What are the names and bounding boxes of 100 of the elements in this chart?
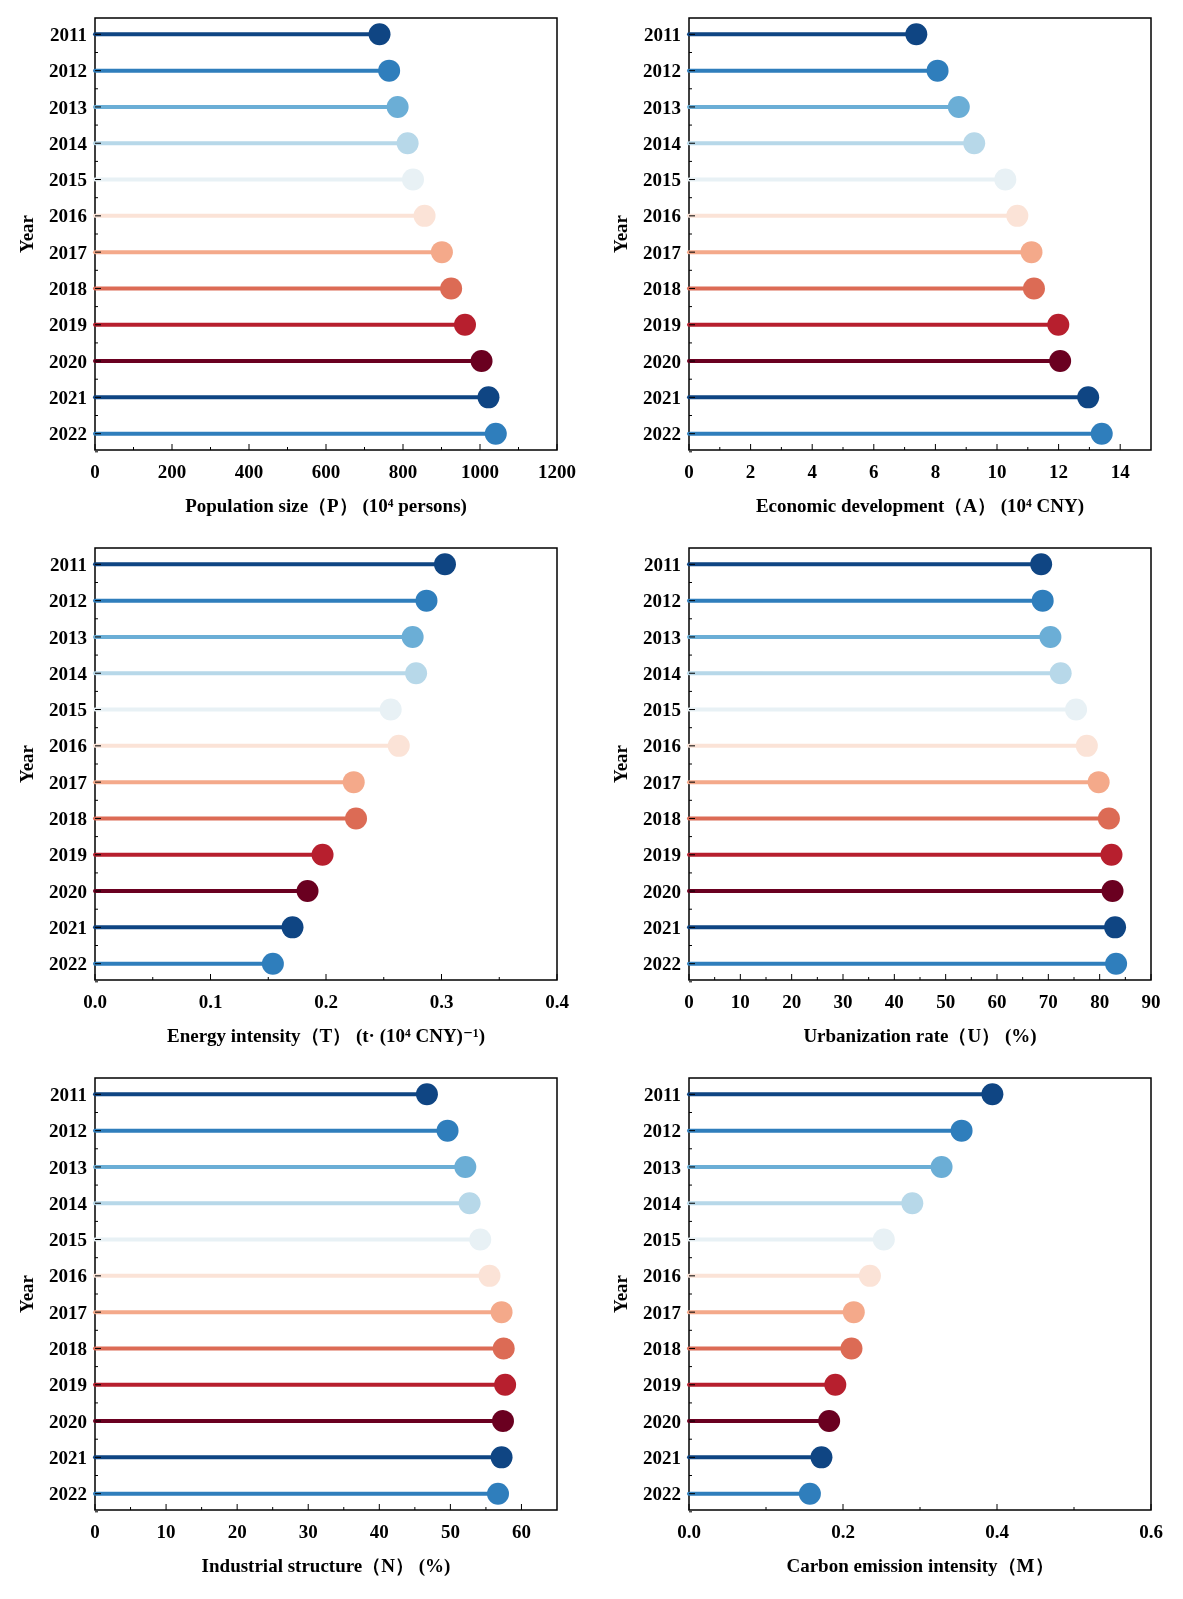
x-tick-label: 60 [511, 1521, 531, 1542]
y-axis-title: Year [610, 1274, 631, 1313]
x-tick-label: 0.1 [198, 991, 223, 1012]
point [810, 1446, 833, 1469]
y-tick-label: 2012 [643, 60, 681, 82]
point [842, 1301, 865, 1324]
x-tick-label: 20 [782, 991, 802, 1012]
point [1039, 625, 1062, 648]
y-tick-label: 2016 [49, 1265, 87, 1287]
point [378, 59, 401, 82]
point [1104, 916, 1127, 939]
y-tick-label: 2013 [49, 96, 87, 118]
x-tick-label: 40 [884, 991, 904, 1012]
point [1105, 952, 1128, 975]
point [396, 132, 419, 155]
point [490, 1301, 513, 1324]
y-tick-label: 2020 [49, 350, 87, 372]
point [454, 1155, 477, 1178]
point [387, 734, 410, 757]
y-tick-label: 2014 [49, 1192, 88, 1214]
point [858, 1264, 881, 1287]
point [1030, 553, 1053, 576]
point [440, 277, 463, 300]
y-tick-label: 2019 [49, 844, 87, 866]
y-tick-label: 2016 [643, 1265, 681, 1287]
y-tick-label: 2020 [643, 1410, 681, 1432]
point [433, 553, 456, 576]
y-tick-label: 2014 [49, 132, 88, 154]
y-tick-label: 2022 [643, 1483, 681, 1505]
x-axis-title: Urbanization rate（U） (%) [803, 1025, 1037, 1047]
y-tick-label: 2017 [643, 771, 682, 793]
y-tick-label: 2018 [643, 808, 681, 830]
x-tick-label: 10 [987, 461, 1007, 482]
point [1049, 350, 1072, 373]
point [824, 1373, 847, 1396]
y-tick-label: 2011 [50, 1083, 87, 1105]
point [491, 1410, 514, 1433]
point [1031, 589, 1054, 612]
y-tick-label: 2022 [643, 953, 681, 975]
point [484, 422, 507, 445]
y-tick-label: 2018 [49, 808, 87, 830]
y-axis-title: Year [610, 214, 631, 253]
point [905, 23, 928, 46]
y-tick-label: 2018 [643, 278, 681, 300]
x-tick-label: 50 [936, 991, 956, 1012]
x-axis-title: Energy intensity（T） (t· (10⁴ CNY)⁻¹) [166, 1025, 486, 1047]
point [950, 1119, 973, 1142]
x-axis-title: Industrial structure（N） (%) [201, 1555, 451, 1577]
y-tick-label: 2022 [49, 1483, 87, 1505]
point [342, 771, 365, 794]
point [415, 1083, 438, 1106]
y-tick-label: 2017 [643, 1301, 682, 1323]
y-tick-label: 2015 [643, 699, 681, 721]
y-tick-label: 2019 [643, 844, 681, 866]
x-tick-label: 30 [298, 1521, 318, 1542]
y-tick-label: 2017 [49, 771, 88, 793]
x-tick-label: 0 [90, 461, 100, 482]
y-tick-label: 2011 [50, 23, 87, 45]
y-tick-label: 2012 [49, 1120, 87, 1142]
point [458, 1192, 481, 1215]
point [818, 1410, 841, 1433]
y-tick-label: 2018 [643, 1338, 681, 1360]
x-tick-label: 200 [157, 461, 187, 482]
y-tick-label: 2018 [49, 278, 87, 300]
x-tick-label: 600 [311, 461, 341, 482]
y-tick-label: 2014 [643, 1192, 682, 1214]
x-tick-label: 60 [987, 991, 1007, 1012]
x-tick-label: 12 [1049, 461, 1069, 482]
y-tick-label: 2015 [49, 1229, 87, 1251]
point [261, 952, 284, 975]
point [840, 1337, 863, 1360]
point [963, 132, 986, 155]
x-tick-label: 14 [1110, 461, 1131, 482]
y-tick-label: 2013 [49, 1156, 87, 1178]
x-tick-label: 400 [234, 461, 264, 482]
y-tick-label: 2017 [49, 1301, 88, 1323]
y-tick-label: 2014 [643, 662, 682, 684]
point [926, 59, 949, 82]
point [430, 241, 453, 264]
point [1020, 241, 1043, 264]
point [492, 1337, 515, 1360]
point [415, 589, 438, 612]
y-tick-label: 2011 [644, 1083, 681, 1105]
point [345, 807, 368, 830]
x-tick-label: 0.4 [545, 991, 570, 1012]
y-tick-label: 2015 [643, 1229, 681, 1251]
y-tick-label: 2022 [49, 423, 87, 445]
y-tick-label: 2015 [49, 169, 87, 191]
point [1022, 277, 1045, 300]
x-tick-label: 90 [1141, 991, 1161, 1012]
x-tick-label: 1200 [538, 461, 576, 482]
y-tick-label: 2013 [49, 626, 87, 648]
point [487, 1482, 510, 1505]
point [1049, 662, 1072, 685]
y-tick-label: 2016 [49, 205, 87, 227]
y-tick-label: 2019 [49, 1374, 87, 1396]
y-tick-label: 2016 [643, 735, 681, 757]
x-axis-title: Population size（P） (10⁴ persons) [185, 495, 467, 517]
y-tick-label: 2017 [49, 241, 88, 263]
x-tick-label: 0.2 [314, 991, 338, 1012]
